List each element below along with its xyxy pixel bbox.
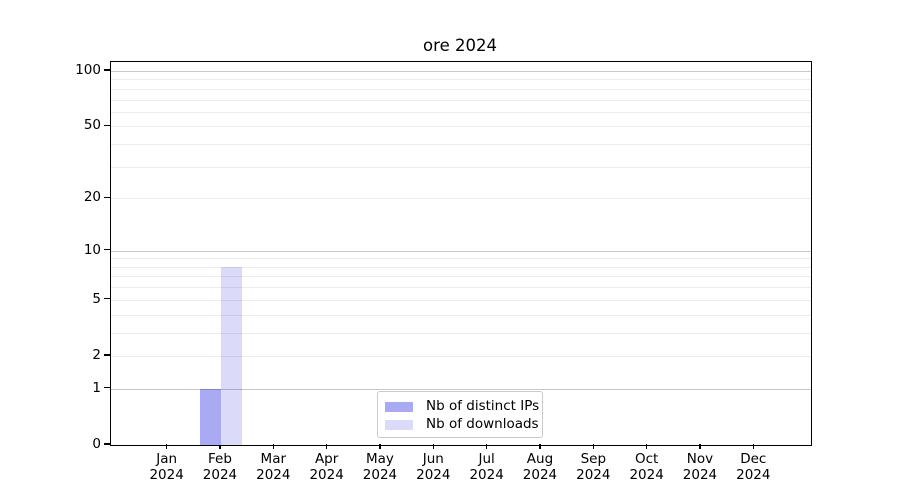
x-tick-jan bbox=[165, 444, 168, 449]
x-tick-feb bbox=[219, 444, 221, 449]
x-tick-sep bbox=[592, 444, 594, 449]
x-label-month: Jul bbox=[478, 451, 495, 467]
y-tick-100 bbox=[104, 69, 110, 71]
x-label-year: 2024 bbox=[256, 466, 291, 483]
x-tick-aug bbox=[539, 444, 541, 449]
legend-swatch-2 bbox=[385, 419, 413, 430]
x-tick-label-nov: Nov 2024 bbox=[668, 451, 732, 483]
gridline-minor-9 bbox=[111, 258, 811, 260]
legend-label-2: Nb of downloads bbox=[426, 416, 539, 432]
gridline-minor-80 bbox=[111, 88, 811, 90]
x-label-month: Nov bbox=[686, 451, 714, 467]
x-label-year: 2024 bbox=[629, 466, 664, 483]
x-label-month: Oct bbox=[634, 451, 659, 467]
x-label-month: Apr bbox=[314, 451, 339, 467]
x-label-month: Mar bbox=[260, 451, 287, 467]
x-label-year: 2024 bbox=[736, 466, 771, 483]
gridline-minor-6 bbox=[111, 287, 811, 289]
bar-nb-of-distinct-ips-feb bbox=[199, 388, 221, 445]
gridline-minor-2 bbox=[111, 355, 811, 357]
x-tick-label-jan: Jan 2024 bbox=[135, 451, 199, 483]
x-tick-dec bbox=[752, 444, 754, 449]
gridline-minor-4 bbox=[111, 314, 811, 316]
y-tick-20 bbox=[104, 196, 110, 198]
x-tick-mar bbox=[272, 444, 274, 449]
gridline-minor-7 bbox=[111, 276, 811, 278]
y-tick-5 bbox=[104, 298, 110, 300]
gridline-minor-30 bbox=[111, 166, 811, 168]
x-tick-label-sep: Sep 2024 bbox=[561, 451, 625, 483]
x-tick-jun bbox=[432, 444, 434, 449]
gridline-minor-60 bbox=[111, 111, 811, 113]
gridline-minor-20 bbox=[111, 198, 811, 200]
chart-title: ore 2024 bbox=[423, 36, 497, 55]
x-tick-may bbox=[379, 444, 381, 449]
x-tick-label-apr: Apr 2024 bbox=[295, 451, 359, 483]
gridline-major-100 bbox=[111, 70, 811, 72]
x-label-month: Aug bbox=[526, 451, 554, 467]
y-tick-label-5: 5 bbox=[92, 290, 101, 307]
x-tick-label-dec: Dec 2024 bbox=[721, 451, 785, 483]
y-tick-label-2: 2 bbox=[92, 346, 101, 363]
y-tick-2 bbox=[104, 354, 110, 356]
x-label-year: 2024 bbox=[682, 466, 718, 483]
gridline-minor-3 bbox=[111, 332, 811, 334]
x-label-year: 2024 bbox=[522, 466, 558, 483]
y-tick-1 bbox=[104, 387, 110, 389]
gridline-major-1 bbox=[111, 388, 811, 390]
x-tick-label-may: May 2024 bbox=[348, 451, 412, 483]
x-label-year: 2024 bbox=[362, 466, 398, 483]
y-tick-0 bbox=[104, 443, 110, 445]
x-label-year: 2024 bbox=[576, 466, 611, 483]
x-tick-label-jul: Jul 2024 bbox=[455, 451, 519, 483]
gridline-minor-70 bbox=[111, 99, 811, 101]
x-label-month: Jun bbox=[422, 451, 444, 467]
x-label-month: Sep bbox=[580, 451, 607, 467]
x-label-month: May bbox=[366, 451, 394, 467]
x-tick-apr bbox=[325, 444, 328, 449]
x-label-year: 2024 bbox=[309, 466, 344, 483]
legend-entry-1: Nb of distinct IPs bbox=[385, 398, 539, 415]
legend: Nb of distinct IPs Nb of downloads bbox=[377, 391, 543, 438]
x-tick-oct bbox=[645, 444, 648, 449]
gridline-minor-8 bbox=[111, 266, 811, 268]
legend-entry-2: Nb of downloads bbox=[385, 416, 539, 433]
gridline-major-10 bbox=[111, 250, 811, 252]
y-tick-50 bbox=[104, 124, 110, 126]
x-tick-label-oct: Oct 2024 bbox=[615, 451, 679, 483]
gridline-minor-50 bbox=[111, 126, 811, 128]
x-tick-label-feb: Feb 2024 bbox=[188, 451, 252, 483]
y-tick-label-1: 1 bbox=[92, 379, 101, 396]
y-tick-label-50: 50 bbox=[83, 117, 101, 134]
x-label-year: 2024 bbox=[416, 466, 451, 483]
y-tick-label-100: 100 bbox=[75, 61, 101, 78]
x-label-year: 2024 bbox=[149, 466, 184, 483]
x-label-month: Feb bbox=[208, 451, 232, 467]
x-label-month: Jan bbox=[156, 451, 178, 467]
y-tick-label-10: 10 bbox=[83, 241, 101, 258]
y-tick-label-20: 20 bbox=[83, 189, 101, 206]
gridline-minor-5 bbox=[111, 299, 811, 301]
y-tick-10 bbox=[104, 249, 110, 251]
x-tick-label-mar: Mar 2024 bbox=[241, 451, 305, 483]
x-label-month: Dec bbox=[740, 451, 767, 467]
x-tick-jul bbox=[485, 444, 488, 449]
bar-nb-of-downloads-feb bbox=[220, 266, 243, 445]
gridline-minor-90 bbox=[111, 79, 811, 81]
legend-swatch-1 bbox=[385, 401, 413, 412]
x-label-year: 2024 bbox=[202, 466, 238, 483]
gridline-minor-40 bbox=[111, 144, 811, 146]
x-tick-label-jun: Jun 2024 bbox=[401, 451, 465, 483]
x-tick-label-aug: Aug 2024 bbox=[508, 451, 572, 483]
plot-area bbox=[110, 61, 812, 446]
x-tick-nov bbox=[699, 444, 701, 449]
legend-label-1: Nb of distinct IPs bbox=[426, 398, 540, 414]
x-label-year: 2024 bbox=[469, 466, 504, 483]
y-tick-label-0: 0 bbox=[92, 436, 101, 452]
